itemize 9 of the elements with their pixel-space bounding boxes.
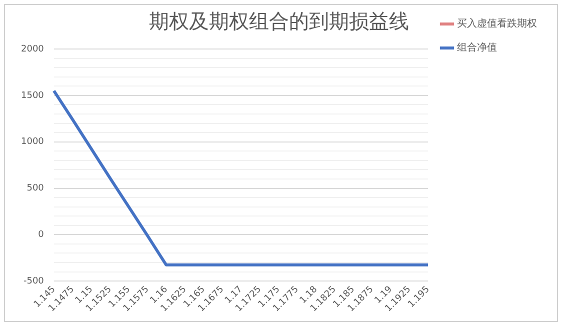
- y-tick-label: 1000: [21, 137, 44, 148]
- y-tick-label: 500: [26, 184, 44, 194]
- chart-title: 期权及期权组合的到期损益线: [149, 9, 409, 34]
- y-tick-label: 2000: [21, 44, 44, 54]
- legend-label: 组合净值: [457, 42, 497, 54]
- legend-label: 买入虚值看跌期权: [457, 18, 537, 30]
- y-tick-label: 1500: [21, 90, 44, 101]
- y-tick-label: 0: [38, 230, 44, 240]
- y-tick-label: -500: [23, 276, 44, 286]
